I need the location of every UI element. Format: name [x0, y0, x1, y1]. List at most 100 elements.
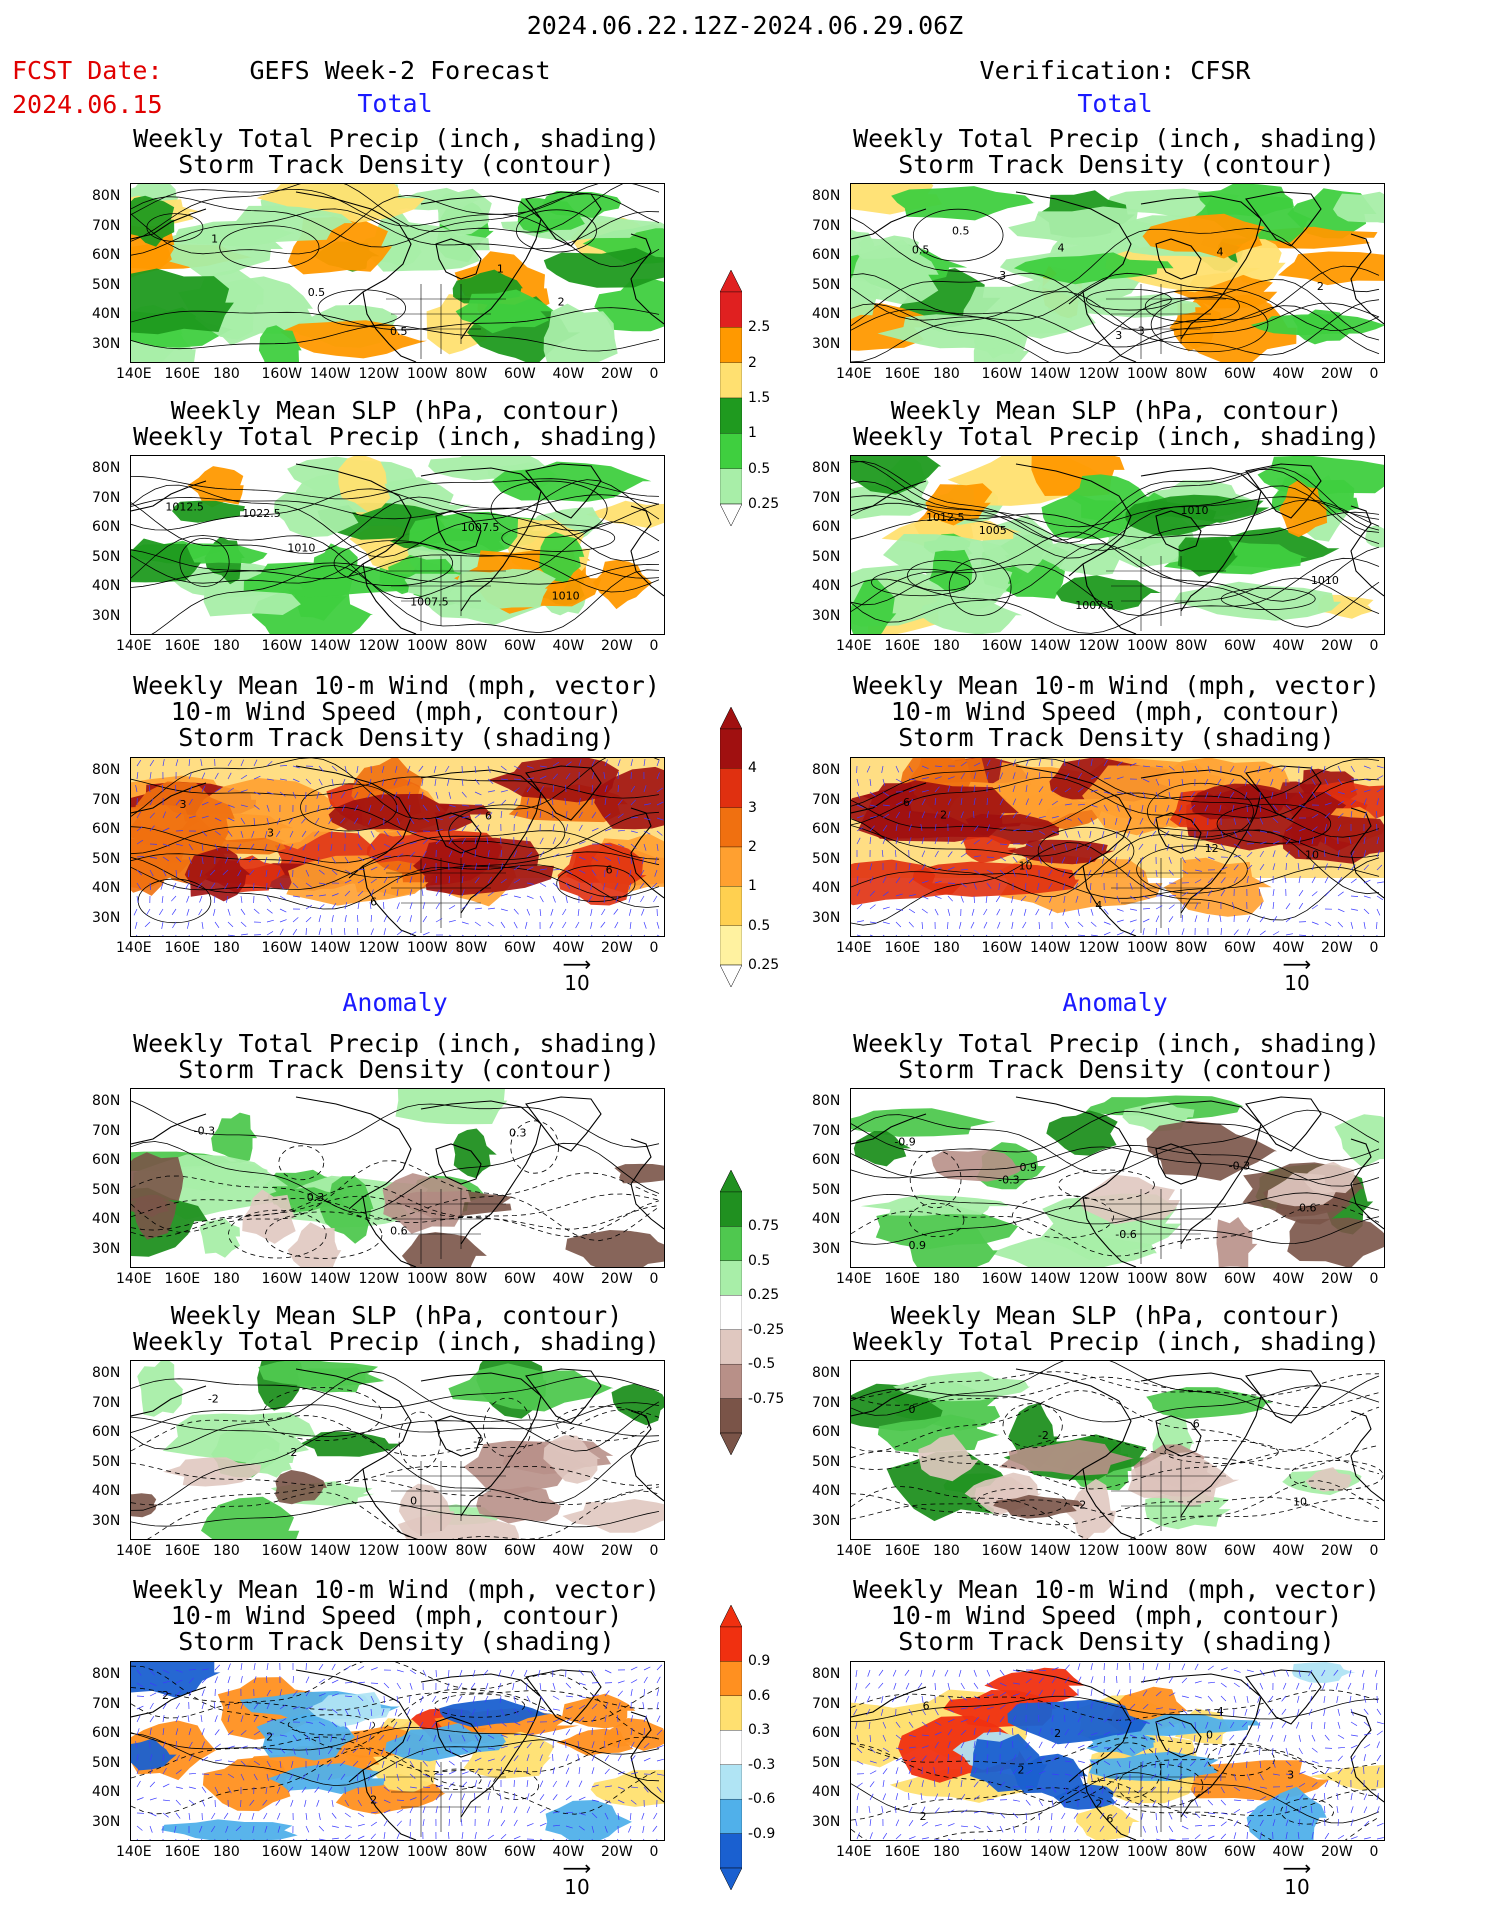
- gefs_total_slp-lon-label: 140W: [310, 638, 351, 654]
- cfsr_total_wind-lon-label: 60W: [1224, 940, 1256, 956]
- gefs_anom_precip-lon-label: 140W: [310, 1271, 351, 1287]
- gefs_anom_precip-lon-label: 180: [213, 1271, 240, 1287]
- gefs_total_precip-lon-label: 80W: [455, 366, 488, 382]
- gefs_total_wind-lon-label: 0: [649, 940, 659, 956]
- cfsr_anom_wind-contour-label: 3: [1287, 1769, 1294, 1782]
- cfsr_total_wind-map-panel: 2 10 4 12 10 6: [850, 757, 1385, 937]
- cfsr_total_wind-lat-label: 40N: [812, 880, 841, 896]
- gefs_total_slp-lon-label: 160W: [261, 638, 303, 654]
- cfsr_anom_precip-lon-label: 160W: [981, 1271, 1023, 1287]
- left-anomaly-heading: Anomaly: [342, 988, 448, 1017]
- gefs_total_precip-map-panel: 1 0.5 0.5 1 2: [130, 183, 665, 363]
- cfsr_total_slp-lon-label: 140W: [1030, 638, 1071, 654]
- gefs_total_precip-lon-label: 180: [213, 366, 240, 382]
- cfsr_anom_wind-lon-label: 160W: [981, 1844, 1023, 1860]
- cfsr_anom_slp-contour-label: -2: [1075, 1498, 1086, 1511]
- gefs_total_wind-lon-label: 160W: [261, 940, 303, 956]
- cfsr_anom_wind-title-line: Storm Track Density (shading): [898, 1627, 1335, 1656]
- gefs_anom_precip-contour-label: 0.3: [307, 1191, 325, 1204]
- precip-total-tick-label: 2: [748, 354, 757, 371]
- gefs_total_wind-lon-label: 60W: [504, 940, 536, 956]
- gefs_total_precip-contour-label: 0.5: [308, 286, 326, 299]
- gefs_anom_slp-contour-label: -2: [286, 1446, 297, 1459]
- gefs_anom_wind-title-line: Storm Track Density (shading): [178, 1627, 615, 1656]
- storm-total-colorbar-graphic: [720, 707, 742, 987]
- cfsr_total_precip-lon-label: 80W: [1175, 366, 1208, 382]
- gefs_total_slp-lat-label: 50N: [92, 548, 121, 565]
- cfsr_anom_wind-lat-label: 50N: [812, 1754, 841, 1771]
- cfsr_total_slp-contour-label: 1010: [1311, 574, 1339, 587]
- cfsr_total_slp-lon-label: 20W: [1321, 638, 1353, 654]
- gefs_total_wind-vector-reference: ⟶ 10: [562, 952, 592, 995]
- cfsr_total_slp-contour-label: 1005: [979, 524, 1007, 537]
- cfsr_anom_wind-contour-label: 2: [1095, 1797, 1102, 1810]
- gefs_total_slp-lon-label: 140E: [116, 638, 152, 654]
- gefs_anom_wind-vector-reference: ⟶ 10: [562, 1856, 592, 1899]
- gefs_total_wind-lon-label: 80W: [455, 940, 488, 956]
- cfsr_anom_precip-lon-label: 140E: [836, 1271, 872, 1287]
- gefs_anom_wind-lon-label: 180: [213, 1844, 240, 1860]
- gefs_total_slp-contour-label: 1022.5: [242, 507, 281, 520]
- gefs_total_precip-lon-label: 120W: [358, 366, 400, 382]
- gefs_anom_precip-title-line: Storm Track Density (contour): [178, 1055, 615, 1084]
- cfsr_total_slp-lat-label: 30N: [812, 607, 841, 624]
- gefs_total_precip-contour-label: 0.5: [390, 325, 408, 338]
- gefs_anom_precip-contour-label: 0.3: [509, 1127, 527, 1140]
- gefs_total_precip-lat-label: 80N: [92, 188, 121, 204]
- gefs_anom_precip-lon-label: 80W: [455, 1271, 488, 1287]
- storm-total-tick-label: 4: [748, 760, 757, 777]
- cfsr_anom_wind-lon-label: 100W: [1127, 1844, 1168, 1860]
- gefs_anom_slp-lon-label: 80W: [455, 1543, 488, 1559]
- cfsr_anom_slp-lon-label: 140E: [836, 1543, 872, 1559]
- cfsr_anom_wind-lon-label: 40W: [1272, 1844, 1305, 1860]
- cfsr_total_slp-contour-label: 1007.5: [1075, 599, 1114, 612]
- cfsr_total_wind-map-graphic: 2 10 4 12 10 6: [851, 758, 1384, 936]
- gefs_total_precip-lat-label: 60N: [92, 247, 121, 263]
- gefs_anom_precip-lon-label: 100W: [407, 1271, 448, 1287]
- gefs_anom_slp-lon-label: 180: [213, 1543, 240, 1559]
- cfsr_anom_wind-contour-label: 2: [919, 1810, 926, 1823]
- cfsr_anom_slp-lon-label: 100W: [1127, 1543, 1168, 1559]
- gefs_total_wind-lat-label: 50N: [92, 850, 121, 867]
- gefs_anom_wind-lon-label: 0: [649, 1844, 659, 1860]
- gefs_anom_slp-lat-label: 60N: [92, 1424, 121, 1440]
- cfsr_anom_precip-lat-label: 30N: [812, 1240, 841, 1257]
- gefs_anom_precip-lon-label: 0: [649, 1271, 659, 1287]
- storm-anom-colorbar: 0.9 0.6 0.3 -0.3 -0.6 -0.9: [720, 1605, 800, 1890]
- gefs_anom_wind-map-graphic: 2 2 2: [131, 1662, 664, 1840]
- gefs_total_slp-contour-label: 1012.5: [165, 500, 204, 513]
- gefs_total_slp-contour-label: 1010: [552, 590, 580, 603]
- cfsr_total_wind-lat-label: 50N: [812, 850, 841, 867]
- gefs_total_precip-lon-label: 20W: [601, 366, 633, 382]
- storm-total-tick-label: 0.5: [748, 917, 771, 934]
- left-total-heading: Total: [357, 89, 433, 118]
- gefs_anom_wind-map-panel: 2 2 2: [130, 1661, 665, 1841]
- cfsr_total_wind-lon-label: 140E: [836, 940, 872, 956]
- gefs_anom_wind-lon-label: 80W: [455, 1844, 488, 1860]
- cfsr_total_precip-lon-label: 120W: [1078, 366, 1120, 382]
- precip-anom-tick-label: -0.5: [748, 1356, 776, 1373]
- cfsr_anom_wind-contour-label: 6: [923, 1700, 930, 1713]
- cfsr_total_wind-lon-label: 160E: [884, 940, 921, 956]
- gefs_total_wind-lat-label: 70N: [92, 791, 121, 808]
- gefs_total_wind-title-line: Storm Track Density (shading): [178, 723, 615, 752]
- gefs_anom_precip-lon-label: 160E: [164, 1271, 201, 1287]
- cfsr_total_wind-contour-label: 6: [903, 796, 910, 809]
- precip-total-tick-label: 0.25: [748, 496, 780, 512]
- storm-total-colorbar: 4 3 2 1 0.5 0.25: [720, 707, 800, 987]
- cfsr_total_wind-title-line: Storm Track Density (shading): [898, 723, 1335, 752]
- cfsr_anom_precip-lat-label: 80N: [812, 1093, 841, 1109]
- cfsr_total_precip-contour-label: 4: [1216, 245, 1223, 258]
- precip-anom-tick-label: -0.25: [748, 1321, 785, 1338]
- cfsr_anom_precip-lon-label: 180: [933, 1271, 960, 1287]
- cfsr_total_slp-lat-label: 60N: [812, 519, 841, 535]
- precip-anom-tick-label: 0.25: [748, 1287, 780, 1304]
- cfsr_total_precip-lat-label: 60N: [812, 247, 841, 263]
- cfsr_anom_precip-contour-label: -0.6: [1115, 1228, 1136, 1241]
- cfsr_total_precip-lat-label: 50N: [812, 276, 841, 293]
- cfsr_anom_slp-contour-label: 10: [1293, 1496, 1307, 1509]
- gefs_anom_slp-lon-label: 20W: [601, 1543, 633, 1559]
- cfsr_anom_wind-title-line: Weekly Mean 10-m Wind (mph, vector): [853, 1575, 1380, 1604]
- gefs_total_precip-lon-label: 60W: [504, 366, 536, 382]
- precip-total-colorbar-graphic: [720, 270, 742, 526]
